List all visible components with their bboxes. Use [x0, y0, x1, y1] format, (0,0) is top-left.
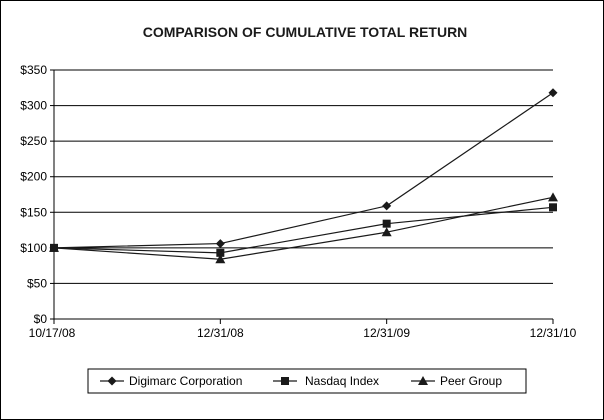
series-line [53, 92, 554, 249]
legend-marker-diamond [107, 376, 117, 386]
data-point-diamond [548, 88, 558, 98]
data-point-diamond [215, 239, 225, 249]
axes [50, 69, 554, 324]
legend-entry: Digimarc Corporation [100, 374, 242, 388]
x-axis-tick-labels: 10/17/08 12/31/08 12/31/09 12/31/10 [29, 326, 577, 340]
series-triangle [49, 192, 558, 264]
x-tick-label: 10/17/08 [29, 326, 76, 340]
legend: Digimarc Corporation Nasdaq Index Peer Gro… [87, 368, 527, 394]
data-point-triangle [215, 254, 226, 264]
data-point-square [382, 219, 391, 228]
y-tick-label: $350 [20, 63, 47, 77]
data-point-triangle [49, 242, 59, 252]
legend-box [87, 368, 527, 394]
y-tick-label: $250 [20, 134, 47, 148]
y-tick-label: $300 [20, 99, 47, 113]
legend-marker-triangle [418, 376, 428, 385]
series-line [53, 206, 554, 254]
chart-title: COMPARISON OF CUMULATIVE TOTAL RETURN [143, 24, 468, 40]
y-tick-label: $50 [27, 276, 47, 290]
x-tick-label: 12/31/10 [530, 326, 577, 340]
y-tick-label: $100 [20, 241, 47, 255]
data-point-square [549, 203, 557, 212]
x-tick-label: 12/31/08 [197, 326, 244, 340]
legend-label: Nasdaq Index [305, 374, 379, 388]
data-point-square [216, 248, 225, 257]
series-lines [49, 88, 558, 264]
gridlines [54, 69, 553, 284]
legend-label: Digimarc Corporation [129, 374, 242, 388]
y-tick-label: $200 [20, 170, 47, 184]
legend-entry: Nasdaq Index [273, 374, 379, 388]
y-tick-label: $0 [34, 312, 48, 326]
legend-marker-square [281, 377, 289, 385]
series-square [50, 203, 557, 257]
series-diamond [49, 88, 558, 253]
x-tick-label: 12/31/09 [363, 326, 410, 340]
legend-entry: Peer Group [411, 374, 502, 388]
data-point-triangle [381, 227, 392, 237]
legend-label: Peer Group [440, 374, 502, 388]
data-point-diamond [382, 201, 392, 211]
series-line [53, 196, 554, 260]
y-axis-tick-labels: $0 $50 $100 $150 $200 $250 $300 $350 [20, 63, 47, 326]
data-point-triangle [548, 192, 558, 202]
y-tick-label: $150 [20, 205, 47, 219]
